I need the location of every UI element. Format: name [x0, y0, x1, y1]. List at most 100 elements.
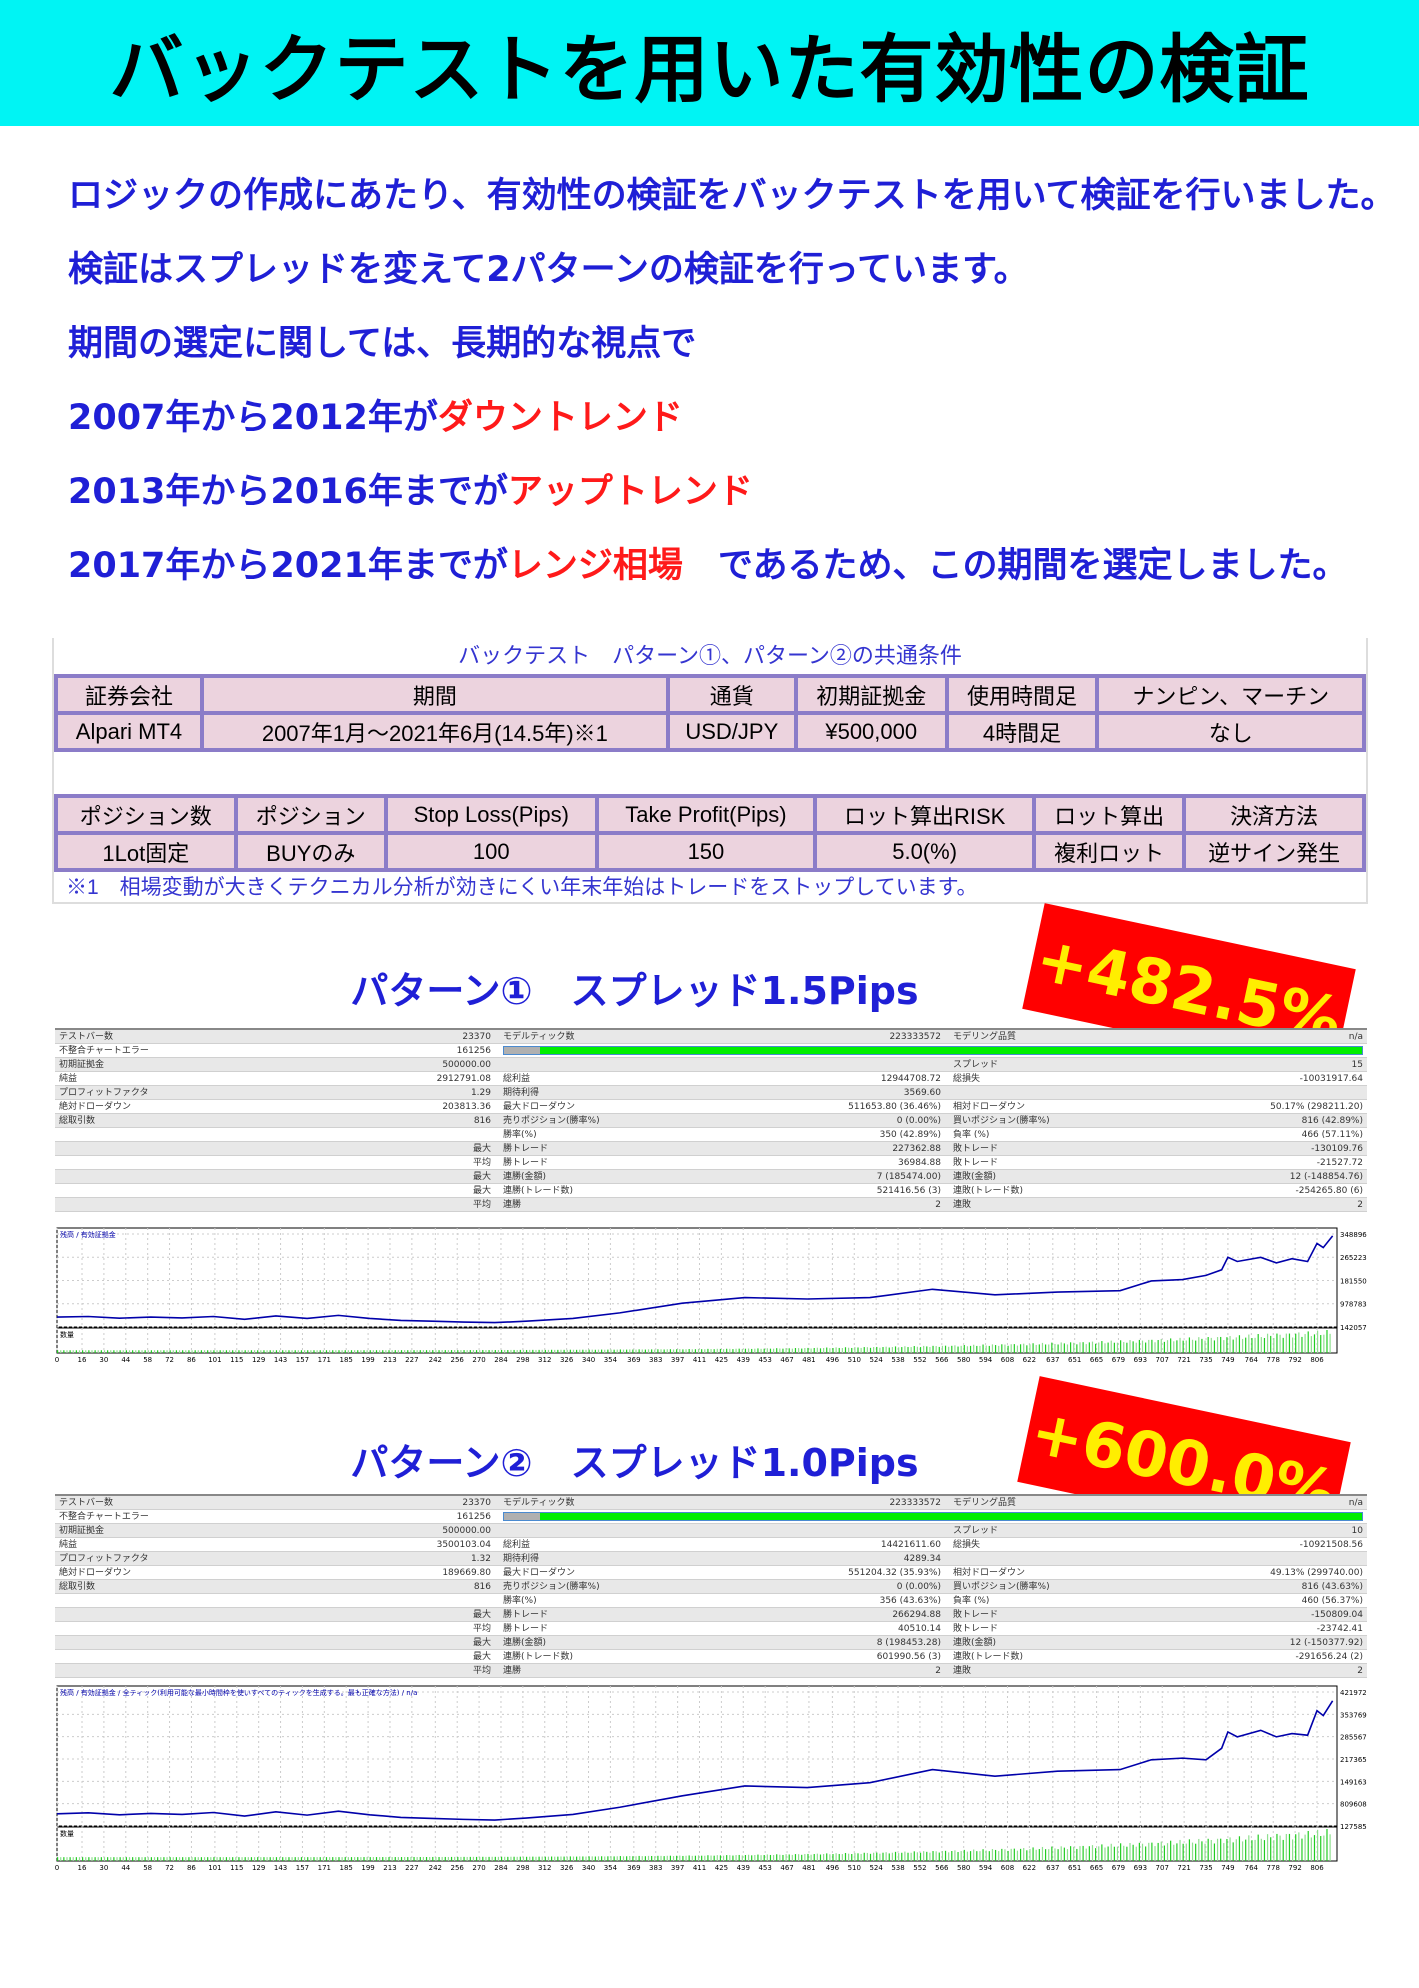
volume-bar [1213, 1843, 1216, 1861]
volume-bar [460, 1350, 462, 1353]
volume-bar [676, 1349, 678, 1353]
volume-bar [1276, 1833, 1278, 1861]
x-tick-label: 608 [1001, 1356, 1014, 1364]
volume-bar [1035, 1344, 1037, 1353]
volume-bar [669, 1855, 672, 1861]
x-tick-label: 721 [1177, 1864, 1190, 1872]
volume-bar [488, 1350, 490, 1353]
volume-bar [944, 1850, 947, 1861]
report-value: -10921508.56 [1299, 1540, 1363, 1550]
volume-bar [1185, 1843, 1187, 1861]
volume-bar [722, 1855, 725, 1861]
volume-bar [566, 1349, 568, 1353]
volume-bar [147, 1350, 149, 1353]
volume-bar [66, 1857, 68, 1861]
volume-bar [810, 1854, 812, 1861]
volume-bar [1251, 1840, 1253, 1861]
volume-bar [738, 1854, 740, 1861]
volume-bar [1220, 1838, 1222, 1861]
volume-bar [1129, 1842, 1131, 1861]
volume-bar [1038, 1849, 1040, 1861]
x-tick-label: 171 [318, 1864, 331, 1872]
report-label: モデルティック数 [503, 1498, 575, 1508]
volume-bar [982, 1849, 984, 1861]
volume-bar [960, 1851, 962, 1861]
volume-bar [851, 1347, 853, 1353]
volume-bar [532, 1349, 534, 1353]
volume-bar [969, 1851, 972, 1861]
volume-bar [704, 1855, 706, 1861]
volume-bar [644, 1856, 646, 1861]
report-label: モデルティック数 [503, 1032, 575, 1042]
x-tick-label: 340 [582, 1864, 595, 1872]
volume-bar [347, 1857, 349, 1861]
volume-bar [1273, 1840, 1275, 1861]
report-label: 勝率(%) [503, 1596, 537, 1606]
volume-bar [823, 1854, 825, 1861]
volume-bar [300, 1350, 303, 1353]
volume-bar [607, 1856, 609, 1861]
report-value: 203813.36 [442, 1102, 491, 1112]
volume-bar [244, 1857, 246, 1861]
volume-bar [998, 1851, 1000, 1861]
report-label: 敗トレード [953, 1610, 999, 1620]
volume-bar [754, 1855, 756, 1861]
conditions-table-1: 証券会社 期間 通貨 初期証拠金 使用時間足 ナンピン、マーチン Alpari MT4 200… [54, 674, 1366, 752]
volume-bar [1101, 1844, 1103, 1861]
volume-bar [294, 1857, 296, 1861]
volume-bar [682, 1349, 684, 1353]
volume-bar [866, 1852, 868, 1861]
volume-bar [1160, 1339, 1162, 1353]
report-label: 売りポジション(勝率%) [503, 1582, 600, 1592]
volume-bar [1288, 1833, 1291, 1861]
volume-bar [1151, 1842, 1153, 1861]
volume-bar [1295, 1834, 1297, 1861]
volume-bar [813, 1347, 815, 1353]
x-tick-label: 0 [55, 1864, 59, 1872]
volume-bar [588, 1349, 590, 1353]
volume-label: 数量 [60, 1330, 74, 1339]
volume-bar [844, 1852, 847, 1861]
volume-bar [260, 1350, 262, 1353]
volume-bar [901, 1347, 903, 1353]
volume-bar [969, 1345, 972, 1353]
volume-bar [1198, 1838, 1200, 1861]
volume-bar [169, 1350, 171, 1353]
volume-bar [382, 1350, 384, 1353]
volume-bar [826, 1347, 828, 1353]
volume-bar [291, 1350, 293, 1353]
volume-bar [335, 1350, 337, 1353]
column-header: 初期証拠金 [797, 678, 945, 711]
volume-bar [60, 1350, 62, 1353]
volume-bar [391, 1350, 393, 1353]
volume-bar [303, 1857, 306, 1861]
x-tick-label: 30 [99, 1864, 108, 1872]
volume-bar [1048, 1849, 1050, 1861]
report-value: 601990.56 (3) [876, 1652, 941, 1662]
volume-bar [329, 1857, 331, 1861]
volume-bar [863, 1852, 865, 1861]
volume-bar [601, 1349, 603, 1353]
volume-bar [647, 1855, 650, 1861]
volume-bar [991, 1344, 994, 1353]
volume-bar [1038, 1344, 1040, 1353]
volume-bar [747, 1854, 750, 1861]
volume-bar [1304, 1334, 1306, 1353]
x-tick-label: 608 [1001, 1864, 1014, 1872]
volume-bar [1241, 1841, 1244, 1861]
volume-bar [672, 1856, 675, 1861]
cell: 逆サイン発生 [1186, 835, 1362, 868]
volume-bar [1229, 1336, 1231, 1353]
volume-bar [719, 1348, 722, 1353]
volume-bar [1076, 1344, 1078, 1353]
volume-bar [500, 1856, 503, 1861]
column-header: 期間 [203, 678, 666, 711]
report-value: 平均 [472, 1158, 491, 1168]
volume-bar [807, 1853, 809, 1861]
volume-bar [194, 1350, 196, 1353]
volume-bar [122, 1350, 124, 1353]
volume-bar [1226, 1337, 1228, 1353]
volume-bar [132, 1350, 134, 1353]
volume-bar [735, 1348, 737, 1353]
x-tick-label: 510 [848, 1864, 861, 1872]
